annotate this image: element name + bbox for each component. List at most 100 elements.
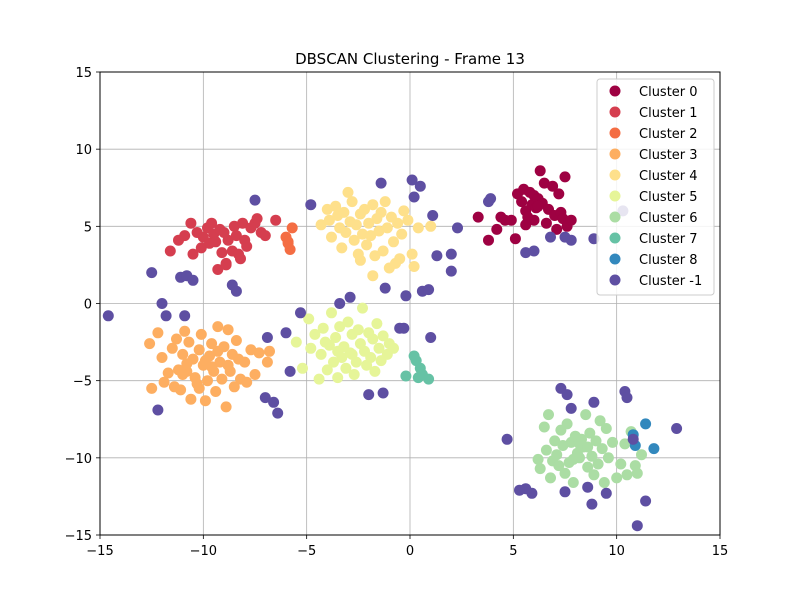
data-point xyxy=(222,324,234,336)
data-point xyxy=(621,469,633,481)
data-point xyxy=(615,458,627,470)
data-points xyxy=(102,165,683,532)
data-point xyxy=(516,196,528,208)
legend-marker xyxy=(609,211,621,223)
data-point xyxy=(249,369,261,380)
data-point xyxy=(348,234,360,246)
data-point xyxy=(261,356,273,368)
chart-title: DBSCAN Clustering - Frame 13 xyxy=(295,50,525,68)
data-point xyxy=(295,307,306,319)
data-point xyxy=(365,352,377,363)
data-point xyxy=(491,223,503,235)
data-point xyxy=(193,344,205,356)
series-6 xyxy=(532,409,647,488)
data-point xyxy=(332,345,344,357)
legend-marker xyxy=(609,85,621,97)
data-point xyxy=(340,362,352,374)
data-point xyxy=(152,404,164,416)
data-point xyxy=(303,313,315,325)
data-point xyxy=(640,418,652,430)
data-point xyxy=(193,382,205,394)
data-point xyxy=(619,438,631,450)
data-point xyxy=(379,196,391,208)
data-point xyxy=(323,214,335,226)
data-point xyxy=(340,227,352,238)
data-point xyxy=(551,223,563,235)
data-point xyxy=(427,210,439,221)
data-point xyxy=(388,342,399,354)
y-tick-label: −15 xyxy=(65,529,92,544)
data-point xyxy=(565,214,577,226)
data-point xyxy=(553,188,565,200)
data-point xyxy=(199,355,211,367)
data-point xyxy=(166,342,178,354)
data-point xyxy=(259,230,271,242)
data-point xyxy=(175,384,187,396)
y-tick-label: −10 xyxy=(65,452,92,467)
data-point xyxy=(377,245,389,257)
data-point xyxy=(235,253,246,265)
legend-marker xyxy=(609,148,621,160)
data-point xyxy=(261,332,273,343)
data-point xyxy=(317,322,329,334)
data-point xyxy=(538,177,550,189)
data-point xyxy=(334,298,346,309)
x-tick-label: −10 xyxy=(190,544,217,559)
data-point xyxy=(249,194,261,206)
data-point xyxy=(195,242,207,254)
data-point xyxy=(367,333,379,345)
data-point xyxy=(272,407,284,419)
data-point xyxy=(222,234,234,246)
data-point xyxy=(538,421,550,433)
x-tick-label: 5 xyxy=(509,544,517,559)
data-point xyxy=(565,234,577,246)
legend-label: Cluster 7 xyxy=(639,232,698,247)
data-point xyxy=(199,395,211,407)
data-point xyxy=(528,214,540,226)
data-point xyxy=(408,261,420,272)
data-point xyxy=(400,370,412,382)
legend-label: Cluster 6 xyxy=(639,211,698,226)
data-point xyxy=(156,352,168,363)
data-point xyxy=(596,443,608,455)
data-point xyxy=(363,389,375,401)
data-point xyxy=(528,245,540,257)
data-point xyxy=(553,460,565,472)
y-tick-label: 0 xyxy=(84,298,92,313)
data-point xyxy=(179,230,191,242)
data-point xyxy=(561,418,573,430)
data-point xyxy=(230,335,242,346)
data-point xyxy=(212,345,224,357)
data-point xyxy=(365,230,377,242)
data-point xyxy=(582,461,594,473)
data-point xyxy=(202,375,213,387)
data-point xyxy=(648,443,660,455)
data-point xyxy=(627,433,639,445)
data-point xyxy=(206,338,218,350)
data-point xyxy=(187,274,199,286)
legend-label: Cluster 0 xyxy=(639,85,698,100)
data-point xyxy=(282,237,294,249)
y-tick-label: 10 xyxy=(75,143,92,158)
data-point xyxy=(584,427,596,439)
data-point xyxy=(330,200,342,212)
data-point xyxy=(532,453,544,465)
data-point xyxy=(377,387,389,399)
data-point xyxy=(348,369,360,380)
legend-marker xyxy=(609,190,621,202)
data-point xyxy=(565,402,577,414)
data-point xyxy=(412,222,424,234)
data-point xyxy=(270,214,282,226)
series-2 xyxy=(280,222,298,255)
legend-label: Cluster -1 xyxy=(639,274,702,289)
data-point xyxy=(367,270,379,282)
data-point xyxy=(297,362,308,374)
data-point xyxy=(408,191,420,203)
data-point xyxy=(631,520,643,532)
data-point xyxy=(206,217,218,229)
data-point xyxy=(375,206,387,218)
data-point xyxy=(230,285,242,297)
data-point xyxy=(321,364,333,376)
data-point xyxy=(425,332,437,343)
series-1 xyxy=(164,213,282,275)
